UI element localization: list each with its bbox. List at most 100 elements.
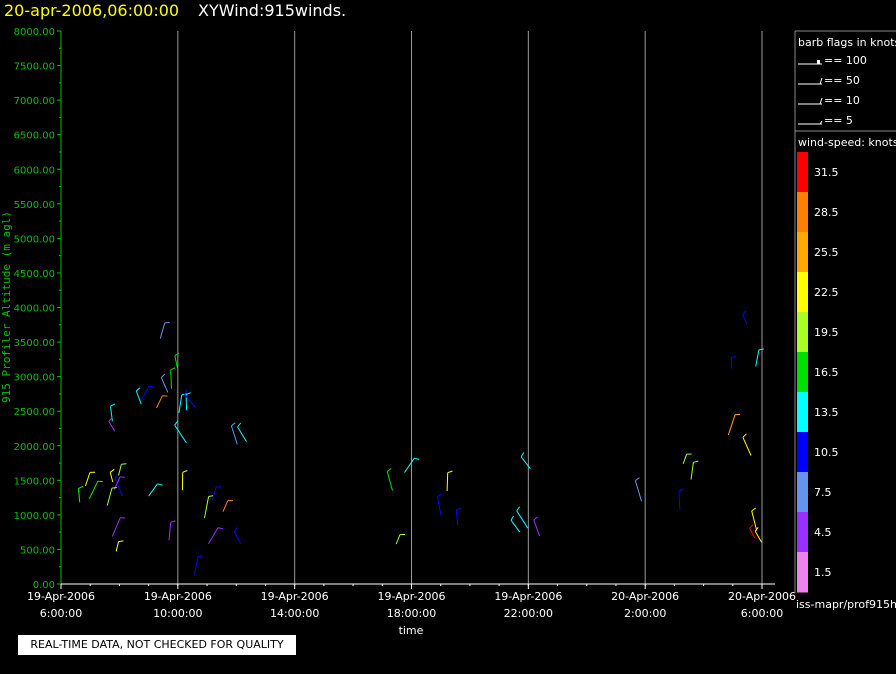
- wind-barb-flag: [414, 457, 420, 460]
- wind-barb-flag: [160, 373, 166, 378]
- y-tick-label: 0.00: [33, 580, 55, 591]
- barb-legend-title: barb flags in knots: [798, 36, 896, 49]
- wind-barb: [678, 491, 681, 510]
- y-tick-label: 1500.00: [14, 476, 55, 487]
- speed-legend-swatch: [797, 432, 808, 473]
- barb-pennant: [817, 60, 820, 64]
- wind-barb: [106, 487, 113, 506]
- legend: barb flags in knots == 100 == 50 == 10 == 5…: [794, 30, 896, 593]
- wind-barb-flag: [114, 474, 119, 479]
- wind-barb-flag: [118, 540, 124, 543]
- wind-barb-flag: [516, 506, 521, 512]
- quality-note: REAL-TIME DATA, NOT CHECKED FOR QUALITY: [18, 635, 296, 655]
- wind-barb: [446, 472, 449, 492]
- grid-lines: [177, 31, 763, 584]
- wind-barb-flag: [742, 310, 747, 316]
- wind-barb-flag: [108, 417, 113, 422]
- wind-barb-flag: [678, 488, 684, 492]
- y-tick-label: 3500.00: [14, 338, 55, 349]
- data-source-label: iss-mapr/prof915h: [796, 598, 896, 611]
- y-ticks: 0.00 500.00 1000.00 1500.00 2000.00 2500.00 30…: [14, 27, 61, 591]
- wind-barb-flag: [121, 463, 127, 465]
- barb-legend-label: == 100: [824, 54, 867, 67]
- wind-barb: [115, 541, 119, 552]
- x-tick-time: 6:00:00: [741, 607, 783, 620]
- wind-barb-flag: [149, 385, 155, 388]
- wind-barb: [222, 500, 229, 512]
- x-tick-date: 19-Apr-2006: [377, 590, 445, 603]
- barb-legend-label: == 50: [824, 74, 860, 87]
- wind-barb: [230, 425, 238, 445]
- y-tick-label: 5500.00: [14, 200, 55, 211]
- speed-legend-label: 7.5: [814, 486, 832, 499]
- y-tick-label: 2000.00: [14, 442, 55, 453]
- barb-flag-stroke: [819, 97, 823, 105]
- x-tick-time: 14:00:00: [270, 607, 319, 620]
- axes: [60, 31, 775, 585]
- y-tick-label: 3000.00: [14, 373, 55, 384]
- y-tick-label: 7500.00: [14, 62, 55, 73]
- wind-barb-flag: [184, 389, 188, 395]
- barb-legend-label: == 10: [824, 94, 860, 107]
- wind-barb-flag: [758, 348, 764, 351]
- x-tick-time: 18:00:00: [387, 607, 436, 620]
- y-tick-label: 7000.00: [14, 96, 55, 107]
- speed-legend-label: 16.5: [814, 366, 839, 379]
- wind-barb-flag: [386, 468, 392, 472]
- y-tick-label: 2500.00: [14, 407, 55, 418]
- wind-barb: [754, 530, 763, 543]
- speed-legend-swatch: [797, 352, 808, 393]
- wind-barb-flag: [231, 422, 236, 427]
- wind-barb: [114, 477, 123, 497]
- wind-barb-flag: [731, 355, 737, 359]
- speed-legend-label: 31.5: [814, 166, 839, 179]
- speed-legend-swatch: [797, 392, 808, 433]
- speed-legend-swatch: [797, 312, 808, 353]
- plot-date-time: 20-apr-2006,06:00:00: [4, 1, 180, 20]
- wind-barb: [141, 385, 150, 400]
- wind-barb: [682, 453, 688, 464]
- wind-barb-flag: [456, 507, 462, 511]
- x-tick-time: 22:00:00: [504, 607, 553, 620]
- y-tick-label: 500.00: [20, 545, 55, 556]
- speed-legend-label: 28.5: [814, 206, 839, 219]
- wind-barb: [727, 414, 736, 436]
- wind-barb: [185, 394, 188, 411]
- x-tick-date: 19-Apr-2006: [144, 590, 212, 603]
- speed-legend-label: 13.5: [814, 406, 839, 419]
- speed-legend-swatch: [797, 232, 808, 273]
- wind-barb-flag: [233, 527, 238, 532]
- wind-barb: [395, 534, 401, 545]
- wind-barb: [742, 437, 752, 456]
- wind-barb: [751, 510, 758, 531]
- wind-barb-flag: [520, 452, 525, 458]
- wind-barb-flag: [635, 477, 640, 482]
- wind-barb: [135, 390, 142, 405]
- wind-barb: [204, 496, 210, 519]
- wind-barb: [237, 426, 247, 442]
- wind-barb: [159, 322, 166, 339]
- wind-barbs: [78, 310, 764, 575]
- wind-barb: [88, 480, 99, 499]
- wind-barb: [78, 488, 81, 503]
- wind-barb: [111, 517, 121, 537]
- wind-barb: [109, 472, 114, 483]
- wind-barb: [211, 487, 217, 500]
- wind-barb-flag: [437, 493, 442, 498]
- wind-barb: [437, 496, 442, 515]
- barb-legend-label: == 5: [824, 114, 853, 127]
- wind-barb: [533, 520, 541, 537]
- wind-barb-flag: [157, 483, 163, 486]
- x-tick-date: 19-Apr-2006: [494, 590, 562, 603]
- wind-barb: [516, 510, 529, 529]
- speed-legend-label: 10.5: [814, 446, 839, 459]
- barb-legend-entries: == 100 == 50 == 10 == 5: [798, 54, 867, 127]
- speed-legend-label: 25.5: [814, 246, 839, 259]
- speed-legend-swatch: [797, 472, 808, 513]
- wind-barb: [520, 456, 531, 470]
- wind-barb: [148, 483, 158, 497]
- x-tick-date: 20-Apr-2006: [728, 590, 796, 603]
- wind-barb: [749, 528, 756, 539]
- wind-barb: [174, 424, 187, 444]
